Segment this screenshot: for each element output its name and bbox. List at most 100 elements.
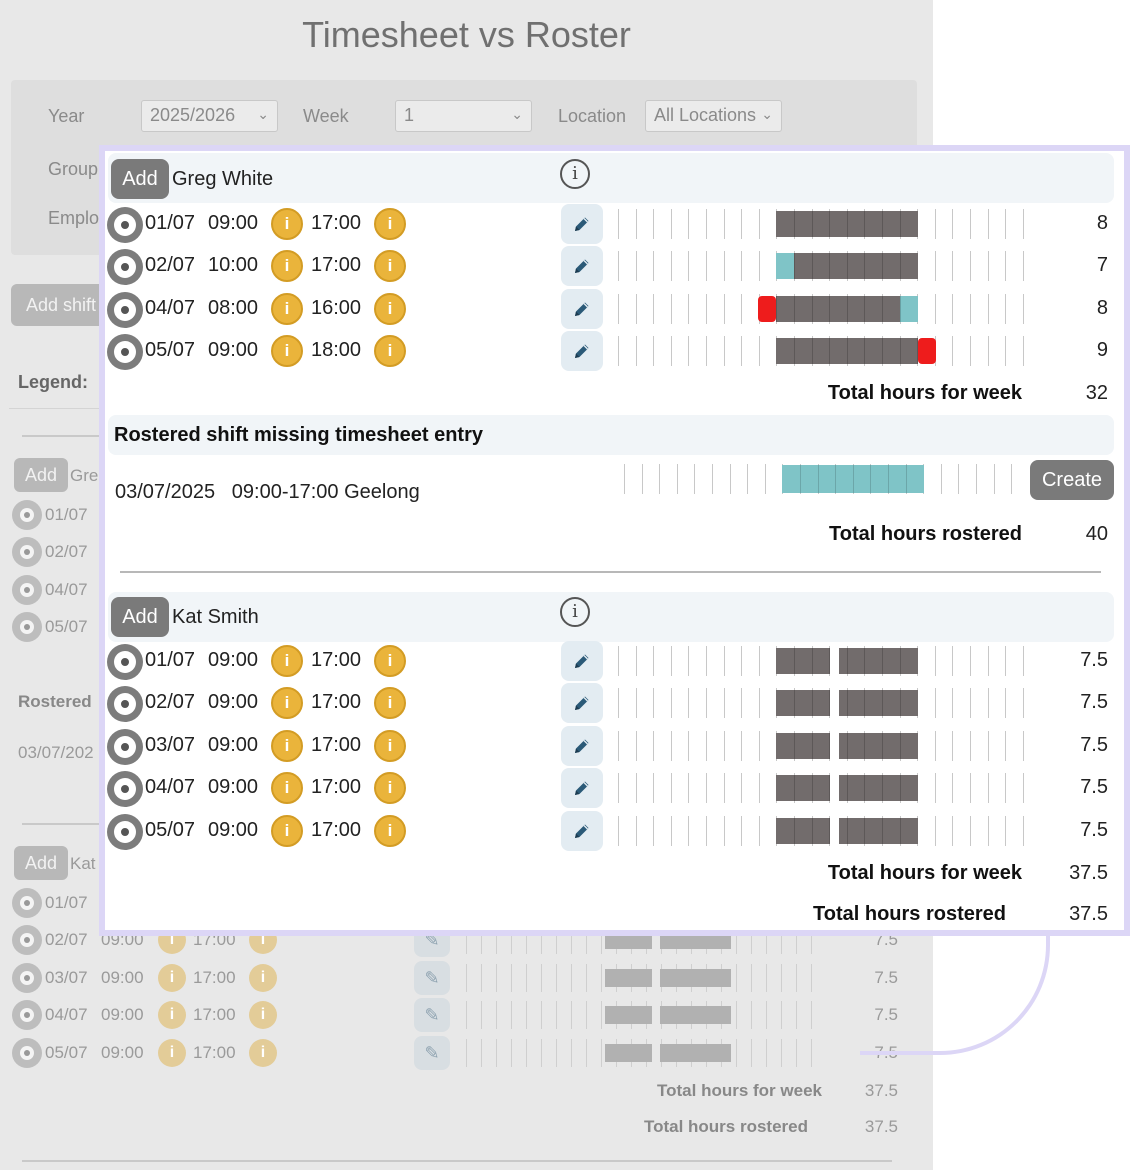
- info-icon[interactable]: i: [271, 250, 303, 282]
- info-icon[interactable]: i: [374, 335, 406, 367]
- bar-gridline: [811, 733, 813, 759]
- location-select[interactable]: All Locations ⌄: [645, 100, 782, 132]
- info-icon[interactable]: i: [374, 208, 406, 240]
- radio-select-icon[interactable]: [107, 771, 143, 807]
- radio-select-icon[interactable]: [107, 729, 143, 765]
- info-icon[interactable]: i: [249, 1039, 277, 1067]
- bar-gridline: [905, 465, 907, 493]
- edit-shift-button[interactable]: ✎: [414, 998, 450, 1032]
- info-icon[interactable]: i: [158, 1039, 186, 1067]
- info-icon[interactable]: i: [271, 772, 303, 804]
- info-icon[interactable]: i: [271, 687, 303, 719]
- shift-date: 01/07: [145, 649, 196, 671]
- radio-select-icon[interactable]: [12, 925, 42, 955]
- bg-shift-start: 09:00: [101, 1005, 144, 1024]
- bar-gridline: [899, 296, 901, 322]
- bg-add-button[interactable]: Add: [14, 458, 68, 492]
- radio-select-icon[interactable]: [107, 686, 143, 722]
- edit-shift-button[interactable]: [561, 204, 603, 244]
- info-icon[interactable]: i: [374, 730, 406, 762]
- add-shift-greg-white-button[interactable]: Add: [111, 159, 169, 199]
- add-shift-button[interactable]: Add shift: [11, 284, 111, 326]
- info-icon[interactable]: i: [271, 815, 303, 847]
- about-info-icon[interactable]: i: [560, 159, 590, 189]
- shift-end-time: 17:00: [311, 819, 362, 841]
- year-select[interactable]: 2025/2026 ⌄: [141, 100, 278, 132]
- bg-employee-name: Kat: [70, 854, 96, 873]
- shift-bar: [605, 1006, 652, 1024]
- edit-shift-button[interactable]: [561, 683, 603, 723]
- radio-select-icon[interactable]: [12, 888, 42, 918]
- info-icon[interactable]: i: [271, 335, 303, 367]
- bar-gridline: [829, 296, 831, 322]
- bg-total-rostered-label: Total hours rostered: [643, 1117, 808, 1136]
- radio-select-icon[interactable]: [12, 963, 42, 993]
- create-timesheet-button[interactable]: Create: [1030, 460, 1114, 500]
- radio-select-icon[interactable]: [12, 537, 42, 567]
- bg-add-button[interactable]: Add: [14, 846, 68, 880]
- radio-select-icon[interactable]: [12, 575, 42, 605]
- week-select[interactable]: 1 ⌄: [395, 100, 532, 132]
- outside-roster-segment: [918, 338, 936, 364]
- add-shift-kat-smith-button[interactable]: Add: [111, 597, 169, 637]
- pencil-icon: ✎: [424, 1005, 440, 1025]
- radio-select-icon[interactable]: [12, 500, 42, 530]
- bar-gridline: [899, 211, 901, 237]
- info-icon[interactable]: i: [374, 250, 406, 282]
- pencil-icon: [561, 768, 603, 808]
- info-icon[interactable]: i: [271, 293, 303, 325]
- radio-select-icon[interactable]: [107, 644, 143, 680]
- edit-shift-button[interactable]: ✎: [414, 1036, 450, 1070]
- bg-shift-date: 05/07: [45, 1043, 88, 1062]
- info-icon[interactable]: i: [271, 208, 303, 240]
- info-icon[interactable]: i: [374, 815, 406, 847]
- edit-shift-button[interactable]: [561, 811, 603, 851]
- info-icon[interactable]: i: [374, 645, 406, 677]
- info-icon[interactable]: i: [374, 687, 406, 719]
- radio-select-icon[interactable]: [12, 1000, 42, 1030]
- edit-shift-button[interactable]: ✎: [414, 961, 450, 995]
- shift-end-time: 16:00: [311, 297, 362, 319]
- info-icon[interactable]: i: [374, 772, 406, 804]
- worked-segment: [776, 818, 830, 844]
- shift-date: 02/07: [145, 254, 196, 276]
- bar-gridline: [846, 296, 848, 322]
- radio-select-icon[interactable]: [107, 249, 143, 285]
- shift-date: 01/07: [145, 212, 196, 234]
- radio-select-icon[interactable]: [107, 207, 143, 243]
- info-icon[interactable]: i: [158, 964, 186, 992]
- info-icon[interactable]: i: [271, 730, 303, 762]
- radio-select-icon[interactable]: [107, 292, 143, 328]
- year-select-value: 2025/2026: [150, 105, 236, 125]
- edit-shift-button[interactable]: [561, 246, 603, 286]
- radio-select-icon[interactable]: [107, 334, 143, 370]
- info-icon[interactable]: i: [249, 964, 277, 992]
- worked-segment: [776, 690, 830, 716]
- edit-shift-button[interactable]: [561, 641, 603, 681]
- shift-start-time: 09:00: [208, 339, 259, 361]
- bg-shift-date: 01/07: [45, 505, 88, 524]
- info-icon[interactable]: i: [158, 1001, 186, 1029]
- radio-select-icon[interactable]: [12, 1038, 42, 1068]
- bar-gridline: [811, 818, 813, 844]
- bar-gridline: [794, 648, 795, 674]
- bar-gridline: [835, 465, 837, 493]
- bar-gridline: [776, 296, 778, 322]
- bar-gridline: [882, 733, 883, 759]
- about-info-icon[interactable]: i: [560, 597, 590, 627]
- radio-select-icon[interactable]: [107, 814, 143, 850]
- bar-gridline: [888, 465, 889, 493]
- edit-shift-button[interactable]: [561, 331, 603, 371]
- bar-gridline: [899, 648, 901, 674]
- info-icon[interactable]: i: [374, 293, 406, 325]
- info-icon[interactable]: i: [249, 1001, 277, 1029]
- radio-select-icon[interactable]: [12, 612, 42, 642]
- bar-gridline: [899, 818, 901, 844]
- shift-date: 05/07: [145, 339, 196, 361]
- shift-bar: [660, 969, 731, 987]
- edit-shift-button[interactable]: [561, 768, 603, 808]
- info-icon[interactable]: i: [271, 645, 303, 677]
- edit-shift-button[interactable]: [561, 726, 603, 766]
- bg-shift-start: 09:00: [101, 968, 144, 987]
- edit-shift-button[interactable]: [561, 289, 603, 329]
